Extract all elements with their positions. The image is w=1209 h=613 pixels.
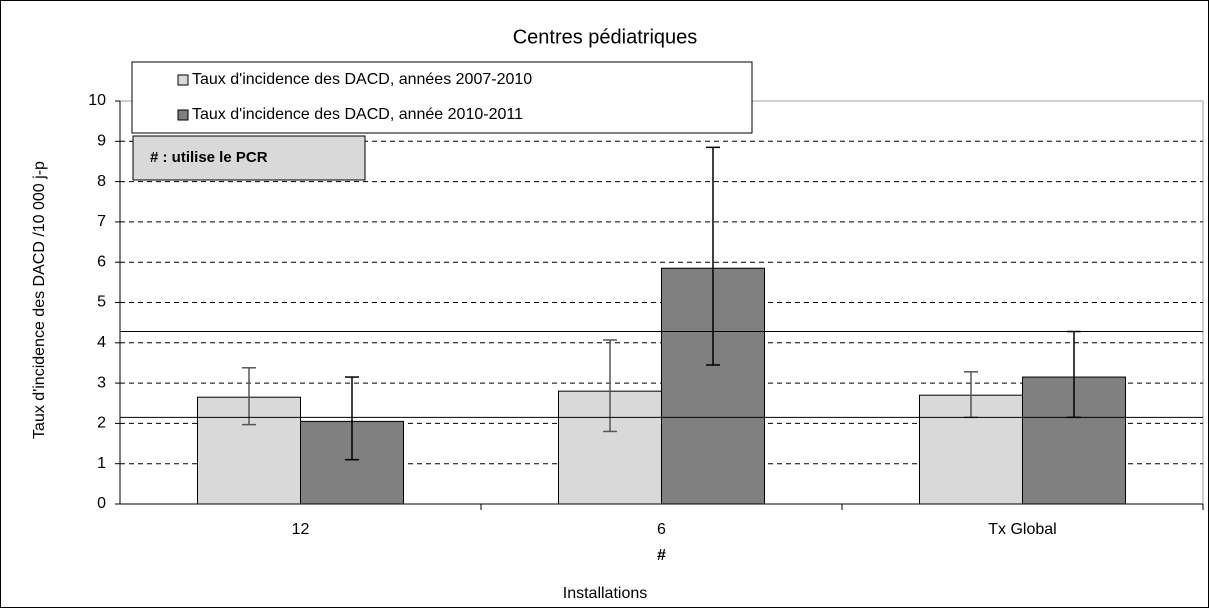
category-annotation: #: [657, 547, 666, 564]
legend-swatch: [177, 74, 189, 86]
legend-swatch: [177, 109, 189, 121]
y-tick-label: 0: [97, 495, 106, 512]
y-tick-label: 4: [97, 334, 106, 351]
y-axis-label: Taux d'incidence des DACD /10 000 j-p: [31, 161, 48, 439]
legend-label: Taux d'incidence des DACD, années 2007-2…: [192, 71, 532, 88]
x-axis-label: Installations: [563, 585, 648, 602]
y-tick-label: 6: [97, 253, 106, 270]
y-tick-label: 3: [97, 374, 106, 391]
annotation-box: [132, 135, 366, 181]
y-tick-label: 5: [97, 294, 106, 311]
y-tick-label: 10: [88, 92, 106, 109]
y-tick-label: 9: [97, 133, 106, 150]
y-tick-label: 8: [97, 173, 106, 190]
y-tick-label: 1: [97, 455, 106, 472]
legend-label: Taux d'incidence des DACD, année 2010-20…: [192, 106, 523, 123]
legend-box: [131, 61, 753, 134]
chart-title: Centres pédiatriques: [513, 26, 698, 48]
x-tick-label: 12: [292, 521, 310, 538]
x-tick-label: Tx Global: [988, 521, 1056, 538]
y-tick-label: 2: [97, 415, 106, 432]
x-tick-label: 6: [657, 521, 666, 538]
annotation: # : utilise le PCR: [150, 149, 268, 166]
y-tick-label: 7: [97, 213, 106, 230]
